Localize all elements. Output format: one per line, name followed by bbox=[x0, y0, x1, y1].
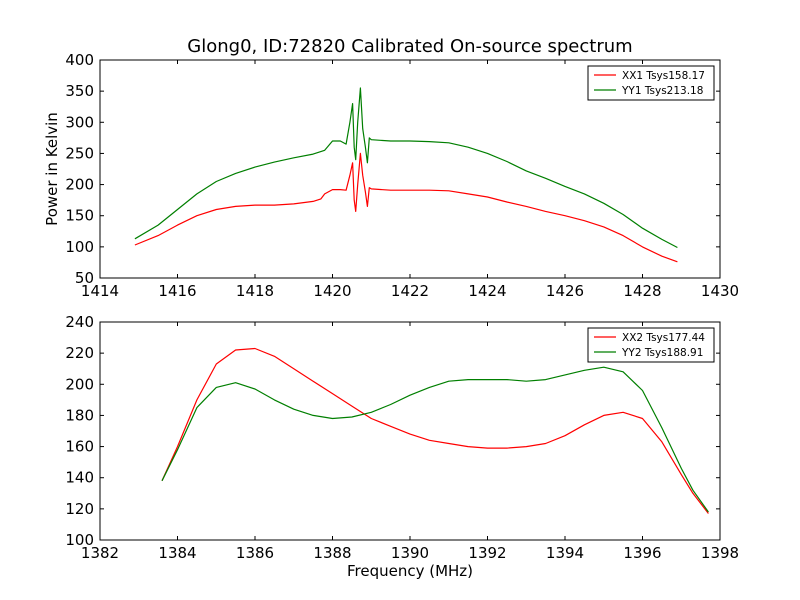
legend-entry: YY2 Tsys188.91 bbox=[621, 347, 703, 359]
x-tick-label: 1388 bbox=[313, 544, 351, 562]
y-tick-label: 300 bbox=[65, 113, 94, 131]
y-tick-label: 220 bbox=[65, 344, 94, 362]
y-tick-label: 160 bbox=[65, 438, 94, 456]
x-tick-label: 1424 bbox=[468, 282, 506, 300]
series-line-red bbox=[161, 347, 709, 514]
x-tick-label: 1418 bbox=[236, 282, 274, 300]
x-tick-label: 1426 bbox=[546, 282, 584, 300]
legend-entry: XX2 Tsys177.44 bbox=[622, 332, 705, 344]
y-tick-label: 200 bbox=[65, 375, 94, 393]
x-tick-label: 1430 bbox=[701, 282, 739, 300]
y-tick-label: 180 bbox=[65, 406, 94, 424]
legend-entry: YY1 Tsys213.18 bbox=[621, 85, 703, 97]
legend-box bbox=[587, 327, 715, 363]
legend: XX1 Tsys158.17 YY1 Tsys213.18 bbox=[587, 65, 715, 101]
y-tick-label: 140 bbox=[65, 469, 94, 487]
x-tick-label: 1420 bbox=[313, 282, 351, 300]
x-tick-label: 1428 bbox=[623, 282, 661, 300]
x-tick-label: 1414 bbox=[81, 282, 119, 300]
top-panel: 1414 1416 1418 1420 1422 1424 1426 1428 1430 50 10… bbox=[43, 51, 739, 300]
x-tick-label: 1422 bbox=[391, 282, 429, 300]
x-tick-label: 1398 bbox=[701, 544, 739, 562]
x-tick-label: 1390 bbox=[391, 544, 429, 562]
x-tick-label: 1386 bbox=[236, 544, 274, 562]
series-line-green bbox=[134, 87, 678, 249]
y-tick-label: 240 bbox=[65, 313, 94, 331]
y-axis-label: Power in Kelvin bbox=[43, 112, 61, 226]
figure-title: Glong0, ID:72820 Calibrated On-source sp… bbox=[187, 36, 632, 57]
x-tick-label: 1416 bbox=[158, 282, 196, 300]
legend: XX2 Tsys177.44 YY2 Tsys188.91 bbox=[587, 327, 715, 363]
y-tick-label: 350 bbox=[65, 82, 94, 100]
legend-entry: XX1 Tsys158.17 bbox=[622, 70, 705, 82]
y-tick-label: 250 bbox=[65, 144, 94, 162]
x-tick-label: 1392 bbox=[468, 544, 506, 562]
y-tick-label: 120 bbox=[65, 500, 94, 518]
bottom-panel: 1382 1384 1386 1388 1390 1392 1394 1396 1398 100 1… bbox=[65, 313, 739, 580]
y-tick-label: 200 bbox=[65, 176, 94, 194]
x-axis-label: Frequency (MHz) bbox=[347, 562, 473, 580]
y-tick-label: 100 bbox=[65, 238, 94, 256]
y-tick-label: 100 bbox=[65, 531, 94, 549]
y-tick-label: 150 bbox=[65, 207, 94, 225]
legend-box bbox=[587, 65, 715, 101]
series-line-red bbox=[134, 152, 678, 263]
series-line-green bbox=[161, 366, 709, 513]
y-tick-label: 50 bbox=[75, 269, 94, 287]
y-tick-label: 400 bbox=[65, 51, 94, 69]
x-tick-label: 1382 bbox=[81, 544, 119, 562]
x-tick-label: 1396 bbox=[623, 544, 661, 562]
x-tick-label: 1394 bbox=[546, 544, 584, 562]
x-tick-label: 1384 bbox=[158, 544, 196, 562]
